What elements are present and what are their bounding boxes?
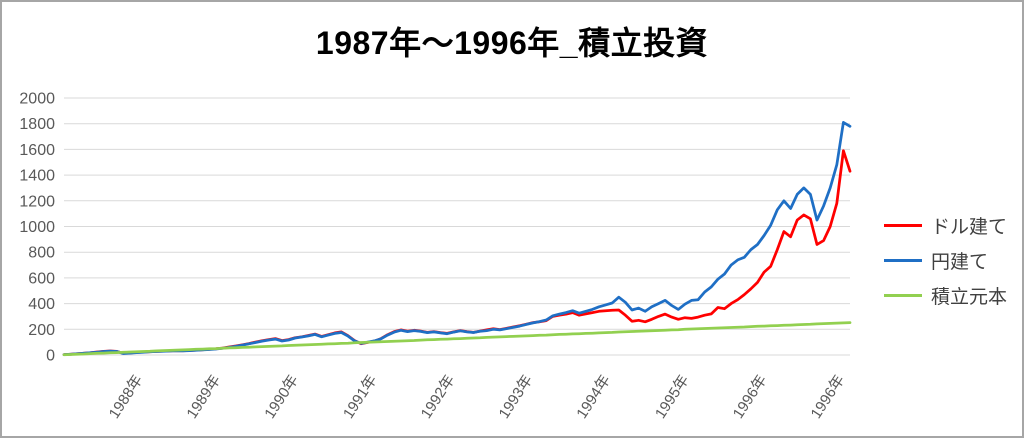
- y-axis-tick-label: 1200: [19, 193, 55, 210]
- legend-swatch-jpy-line: [884, 259, 922, 262]
- legend-swatch-principal-line: [884, 294, 922, 297]
- x-axis-tick-label: 1992年: [418, 372, 459, 422]
- y-axis-tick-label: 1800: [19, 116, 55, 133]
- x-axis-tick-label: 1996年: [730, 372, 771, 422]
- y-axis-tick-label: 1400: [19, 168, 55, 185]
- x-axis-tick-label: 1996年: [808, 372, 849, 422]
- jpy-line[interactable]: [62, 121, 852, 356]
- legend-label: 積立元本: [931, 287, 1008, 308]
- legend-label: 円建て: [931, 252, 989, 273]
- x-axis-tick-label: 1989年: [184, 372, 225, 422]
- chart-title: 1987年〜1996年_積立投資: [315, 25, 709, 61]
- x-axis-tick-label: 1988年: [106, 372, 147, 422]
- x-axis-tick-label: 1990年: [261, 372, 302, 422]
- y-axis-tick-label: 0: [46, 348, 55, 365]
- legend-item-principal-line[interactable]: 積立元本: [884, 278, 1007, 313]
- chart-legend: ドル建て円建て積立元本: [884, 208, 1007, 313]
- x-axis-tick-label: 1995年: [652, 372, 693, 422]
- y-axis-tick-label: 800: [28, 245, 55, 262]
- x-axis-tick-label: 1993年: [496, 372, 537, 422]
- legend-label: ドル建て: [931, 217, 1008, 238]
- legend-item-usd-line[interactable]: ドル建て: [884, 208, 1007, 243]
- x-axis-tick-label: 1991年: [340, 372, 381, 422]
- x-axis-tick-label: 1994年: [573, 372, 614, 422]
- y-axis-tick-label: 1000: [19, 219, 55, 236]
- principal-line[interactable]: [62, 321, 852, 357]
- y-axis-tick-label: 600: [28, 270, 55, 287]
- y-axis-tick-label: 400: [28, 296, 55, 313]
- y-axis-tick-label: 2000: [19, 91, 55, 108]
- legend-swatch-usd-line: [884, 224, 922, 227]
- legend-item-jpy-line[interactable]: 円建て: [884, 243, 1007, 278]
- y-axis-tick-label: 1600: [19, 142, 55, 159]
- y-axis-tick-label: 200: [28, 322, 55, 339]
